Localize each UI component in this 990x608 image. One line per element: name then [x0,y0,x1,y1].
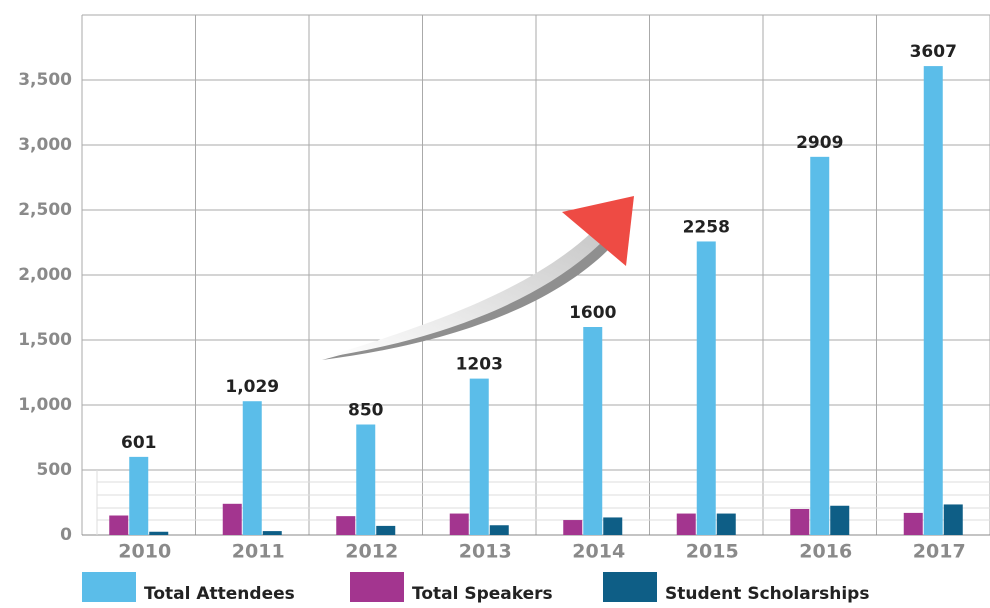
x-tick-label: 2012 [345,541,398,563]
x-tick-label: 2017 [913,541,966,563]
bar [109,516,128,536]
bar [944,504,963,535]
bar [697,241,716,535]
y-tick-label: 1,500 [18,330,72,350]
legend-label: Student Scholarships [665,584,869,604]
x-tick-label: 2010 [118,541,171,563]
y-tick-label: 0 [60,525,72,545]
bar [810,157,829,535]
legend-swatch [82,572,136,602]
bar [223,504,242,535]
data-label: 601 [121,433,157,453]
data-label: 1600 [569,303,616,323]
bar [129,457,148,535]
bar [904,513,923,535]
bar [356,425,375,536]
y-tick-label: 500 [37,460,73,480]
legend-label: Total Speakers [412,584,553,604]
y-tick-label: 3,500 [18,70,72,90]
x-tick-label: 2011 [232,541,285,563]
data-label: 2909 [796,133,843,153]
bar [563,520,582,535]
bar [603,517,622,535]
bar [450,514,469,535]
x-tick-label: 2014 [572,541,625,563]
bar [924,66,943,535]
bar [376,526,395,535]
bar [263,531,282,535]
bar [677,514,696,535]
data-label: 850 [348,401,384,421]
data-label: 1,029 [225,377,279,397]
y-tick-label: 3,000 [18,135,72,155]
y-tick-label: 2,000 [18,265,72,285]
chart: 0 500 1,000 1,500 2,000 2,500 3,000 3,500 2010 60… [0,0,990,608]
legend-swatch [603,572,657,602]
y-tick-label: 1,000 [18,395,72,415]
x-tick-label: 2015 [686,541,739,563]
bar [470,379,489,535]
data-label: 3607 [910,42,957,62]
data-label: 1203 [456,355,503,375]
legend-swatch [350,572,404,602]
bar [790,509,809,535]
bar [717,514,736,535]
bar [490,525,509,535]
legend-label: Total Attendees [144,584,295,604]
bar [336,516,355,535]
x-tick-label: 2016 [799,541,852,563]
bar [830,506,849,535]
y-tick-label: 2,500 [18,200,72,220]
x-tick-label: 2013 [459,541,512,563]
bar [583,327,602,535]
bar [149,532,168,535]
data-label: 2258 [683,217,730,237]
bar [243,401,262,535]
